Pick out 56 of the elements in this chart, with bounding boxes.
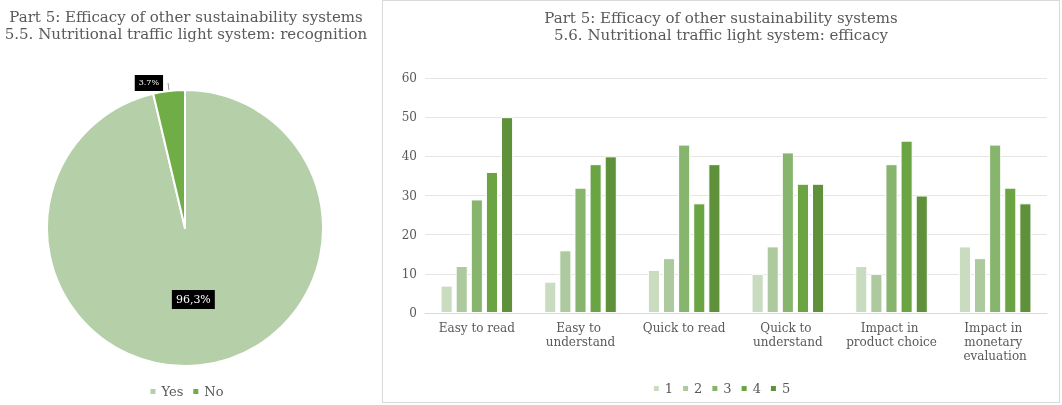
bar <box>751 273 764 313</box>
bar <box>708 164 721 313</box>
bar <box>1019 203 1032 313</box>
legend-label: 3 <box>723 381 732 396</box>
x-tick-label: Quick to understand <box>753 321 823 349</box>
bar <box>796 183 809 313</box>
bar <box>915 195 928 313</box>
legend-label: 4 <box>752 381 761 396</box>
legend-label: Yes <box>160 384 184 399</box>
bar <box>544 281 557 313</box>
legend-label: 2 <box>694 381 703 396</box>
bar <box>958 246 971 313</box>
bar <box>974 258 987 313</box>
bar <box>501 117 514 313</box>
legend-label: 1 <box>664 381 674 396</box>
bar <box>812 183 825 313</box>
legend-label: 5 <box>781 381 791 396</box>
chart-subtitle: 5.6. Nutritional traffic light system: efficacy <box>554 25 889 44</box>
x-tick-label: Easy to read <box>438 321 516 335</box>
x-tick-label: Quick to read <box>642 321 726 335</box>
bar <box>855 266 868 313</box>
bar <box>574 187 587 313</box>
chart-subtitle: 5.5. Nutritional traffic light system: recognition <box>4 24 368 43</box>
bar <box>485 172 498 313</box>
bar <box>455 266 468 313</box>
bar <box>989 144 1002 313</box>
x-tick-label: Easy to understand <box>545 321 616 349</box>
data-label: 3.7% <box>138 78 160 88</box>
bar <box>885 164 898 313</box>
bar <box>470 199 483 313</box>
bar <box>589 164 602 313</box>
y-tick-label: 50 <box>401 110 417 125</box>
bar <box>678 144 691 313</box>
chart-title: Part 5: Efficacy of other sustainability systems <box>544 8 898 27</box>
bar <box>693 203 706 313</box>
chart-title: Part 5: Efficacy of other sustainability systems <box>9 7 363 26</box>
y-tick-label: 10 <box>401 266 417 281</box>
bar <box>781 152 794 313</box>
bar <box>440 285 453 313</box>
y-tick-label: 20 <box>401 227 417 242</box>
y-tick-label: 0 <box>409 306 417 320</box>
bar <box>900 140 913 313</box>
legend-label: No <box>204 384 224 399</box>
y-tick-label: 60 <box>401 71 417 85</box>
bar <box>766 246 779 313</box>
y-tick-label: 40 <box>401 149 417 164</box>
y-tick-label: 30 <box>401 188 417 203</box>
bar <box>559 250 572 313</box>
x-tick-label: Impact in product choice <box>846 321 937 349</box>
x-tick-label: Impact in monetary evaluation <box>963 321 1028 363</box>
bar <box>604 156 617 313</box>
data-label: 96,3% <box>175 293 211 307</box>
bar <box>647 269 660 313</box>
bar <box>1004 187 1017 313</box>
bar <box>870 273 883 313</box>
bar <box>663 258 676 313</box>
